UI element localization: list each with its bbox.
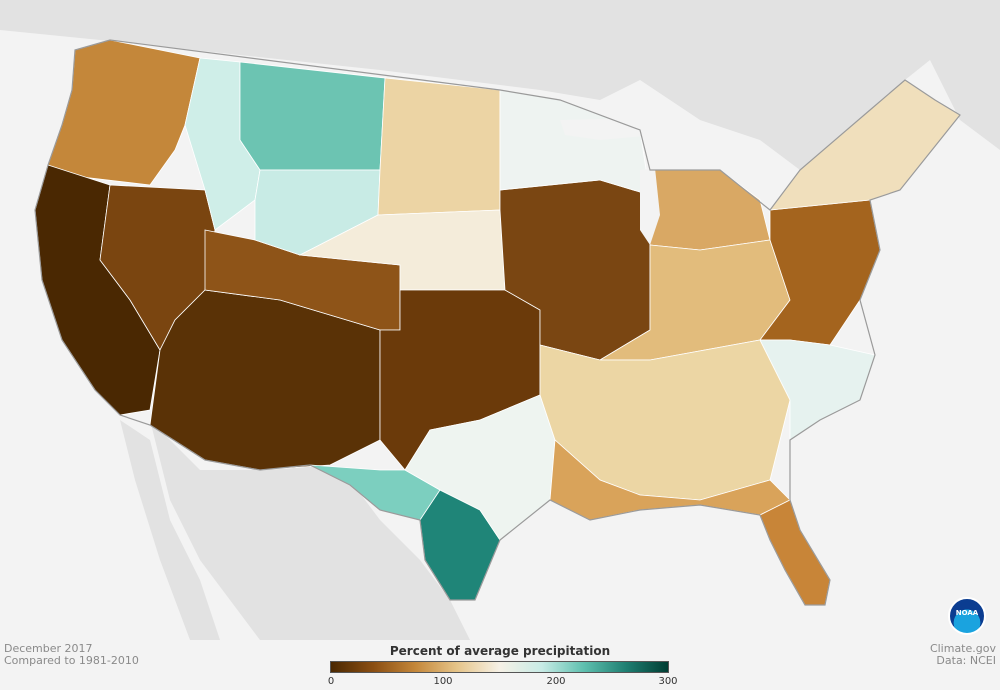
legend-color-bar: [330, 661, 669, 673]
legend-tick-100: 100: [433, 676, 453, 687]
canada-land: [0, 0, 1000, 170]
footer-left: December 2017 Compared to 1981-2010: [4, 643, 139, 667]
region-layer: [34, 39, 961, 606]
region-great-lakes: [649, 169, 771, 251]
lake-michigan: [640, 168, 660, 245]
map-baseline: Compared to 1981-2010: [4, 654, 139, 667]
region-montana: [239, 61, 386, 171]
baja-land: [120, 420, 220, 640]
noaa-logo-text: NOAA: [955, 609, 979, 617]
region-northern-plains: [377, 77, 501, 216]
noaa-logo: NOAA: [948, 597, 986, 635]
data-source: Data: NCEI: [936, 654, 996, 667]
legend-tick-200: 200: [546, 676, 566, 687]
lake-superior: [560, 118, 655, 140]
region-pacific-northwest: [47, 39, 201, 186]
legend-tick-300: 300: [658, 676, 678, 687]
footer-right: Climate.gov Data: NCEI: [930, 643, 996, 667]
us-outline: [34, 39, 961, 606]
map-month: December 2017: [4, 642, 93, 655]
mexico-land: [150, 420, 470, 640]
legend-title: Percent of average precipitation: [389, 644, 611, 658]
legend-tick-0: 0: [327, 676, 335, 687]
source-site: Climate.gov: [929, 642, 996, 655]
map-canvas: [0, 0, 1000, 640]
precipitation-map: [0, 0, 1000, 640]
